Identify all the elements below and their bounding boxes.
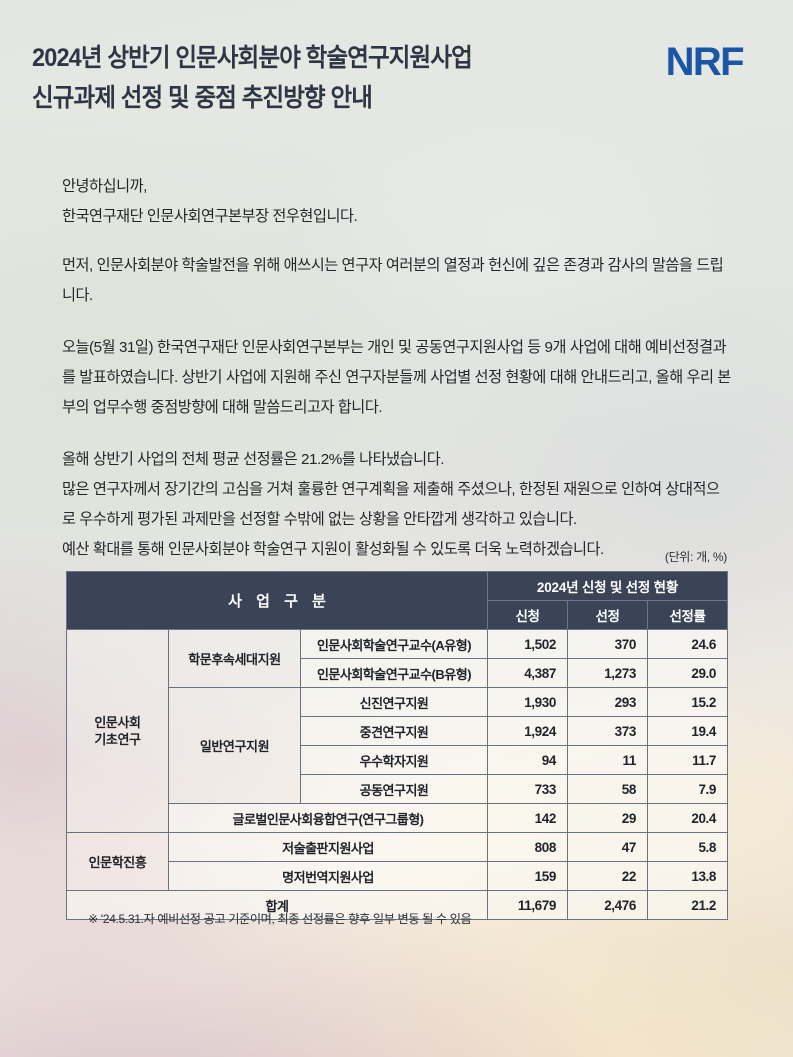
cell-selected: 29	[567, 803, 648, 833]
cell-rate: 24.6	[646, 629, 729, 659]
cell-applied: 1,930	[487, 687, 568, 717]
cell-program: 글로벌인문사회융합연구(연구그룹형)	[168, 803, 488, 833]
th-status-group: 2024년 신청 및 선정 현황	[486, 571, 729, 601]
cell-rate: 11.7	[646, 745, 729, 775]
paragraph-announcement: 오늘(5월 31일) 한국연구재단 인문사회연구본부는 개인 및 공동연구지원사…	[62, 339, 731, 416]
cell-applied: 1,502	[487, 629, 568, 659]
cell-selected: 293	[567, 687, 648, 717]
cell-program: 신진연구지원	[300, 687, 488, 717]
th-rate: 선정률	[646, 600, 729, 630]
table-row: 일반연구지원 신진연구지원 1,930 293 15.2	[67, 687, 729, 804]
paragraph-thanks: 먼저, 인문사회분야 학술발전을 위해 애쓰시는 연구자 여러분의 열정과 헌신…	[62, 257, 724, 304]
title-line-1: 2024년 상반기 인문사회분야 학술연구지원사업	[32, 44, 473, 72]
table-footnote: ※ '24.5.31.자 예비선정 공고 기준이며, 최종 선정률은 향후 일부…	[88, 912, 472, 926]
table-row: 글로벌인문사회융합연구(연구그룹형) 142 29 20.4	[67, 803, 729, 833]
cell-selected: 22	[567, 861, 648, 891]
cell-category-basic-research: 인문사회 기초연구	[66, 629, 169, 833]
table-header-row-1: 사 업 구 분 2024년 신청 및 선정 현황	[66, 571, 729, 630]
cell-total-rate: 21.2	[646, 890, 729, 920]
table-body: 인문사회 기초연구 학문후속세대지원 인문사회학술연구교수(A유형) 1,502…	[66, 629, 729, 920]
table-row: 공동연구지원 733 58 7.9	[67, 774, 729, 804]
cell-total-applied: 11,679	[487, 890, 568, 920]
title-line-2: 신규과제 선정 및 중점 추진방향 안내	[32, 84, 373, 112]
th-selected: 선정	[567, 600, 648, 630]
cell-selected: 47	[567, 832, 648, 862]
cell-rate: 20.4	[646, 803, 729, 833]
cell-program: 인문사회학술연구교수(A유형)	[300, 629, 488, 659]
cell-selected: 1,273	[567, 658, 648, 688]
cell-applied: 1,924	[487, 716, 568, 746]
category-label-line2: 기초연구	[94, 732, 141, 747]
cell-total-label: 합계	[66, 890, 488, 920]
nrf-logo: NRF	[665, 40, 745, 84]
cell-rate: 19.4	[646, 716, 729, 746]
table: 사 업 구 분 2024년 신청 및 선정 현황 신청 선정 선정률 인문사회 …	[66, 571, 729, 920]
cell-program: 명저번역지원사업	[168, 861, 488, 891]
cell-applied: 94	[487, 745, 568, 775]
cell-selected: 58	[567, 774, 648, 804]
cell-selected: 11	[567, 745, 648, 775]
cell-applied: 733	[487, 774, 568, 804]
table-row: 인문사회 기초연구 학문후속세대지원 인문사회학술연구교수(A유형) 1,502…	[66, 629, 729, 833]
cell-category-humanities-promotion: 인문학진흥	[66, 832, 169, 891]
cell-applied: 4,387	[487, 658, 568, 688]
category-label-line1: 인문사회	[94, 715, 141, 730]
cell-selected: 370	[567, 629, 648, 659]
cell-rate: 7.9	[646, 774, 729, 804]
table-row-total: 합계 11,679 2,476 21.2	[66, 890, 729, 920]
cell-program: 우수학자지원	[300, 745, 488, 775]
table-row: 인문학진흥 저술출판지원사업 808 47 5.8	[66, 832, 729, 891]
cell-total-selected: 2,476	[567, 890, 648, 920]
th-business-division: 사 업 구 분	[66, 571, 488, 630]
cell-rate: 15.2	[646, 687, 729, 717]
cell-rate: 5.8	[646, 832, 729, 862]
cell-program: 중견연구지원	[300, 716, 488, 746]
cell-selected: 373	[567, 716, 648, 746]
cell-sub-general-research: 일반연구지원	[168, 687, 301, 804]
page-header: 2024년 상반기 인문사회분야 학술연구지원사업 신규과제 선정 및 중점 추…	[32, 38, 765, 118]
cell-program: 공동연구지원	[300, 774, 488, 804]
cell-sub-next-generation: 학문후속세대지원	[168, 629, 301, 688]
cell-program: 저술출판지원사업	[168, 832, 488, 862]
table-unit-note: (단위: 개, %)	[664, 550, 727, 564]
table-row: 우수학자지원 94 11 11.7	[67, 745, 729, 775]
cell-applied: 159	[487, 861, 568, 891]
cell-rate: 13.8	[646, 861, 729, 891]
table-head: 사 업 구 분 2024년 신청 및 선정 현황 신청 선정 선정률	[66, 571, 729, 630]
table-header-row-2: 신청 선정 선정률	[67, 600, 729, 630]
table-row: 인문사회학술연구교수(B유형) 4,387 1,273 29.0	[67, 658, 729, 688]
table-row: 중견연구지원 1,924 373 19.4	[67, 716, 729, 746]
body-content: 안녕하십니까, 한국연구재단 인문사회연구본부장 전우현입니다. 먼저, 인문사…	[62, 172, 732, 565]
cell-applied: 142	[487, 803, 568, 833]
cell-applied: 808	[487, 832, 568, 862]
cell-rate: 29.0	[646, 658, 729, 688]
th-applied: 신청	[487, 600, 568, 630]
page-title: 2024년 상반기 인문사회분야 학술연구지원사업 신규과제 선정 및 중점 추…	[32, 38, 500, 118]
selection-status-table: 사 업 구 분 2024년 신청 및 선정 현황 신청 선정 선정률 인문사회 …	[66, 571, 729, 920]
cell-program: 인문사회학술연구교수(B유형)	[300, 658, 488, 688]
paragraph-greeting: 안녕하십니까, 한국연구재단 인문사회연구본부장 전우현입니다.	[62, 178, 358, 225]
paragraph-selection-rate: 올해 상반기 사업의 전체 평균 선정률은 21.2%를 나타냈습니다. 많은 …	[62, 451, 720, 558]
